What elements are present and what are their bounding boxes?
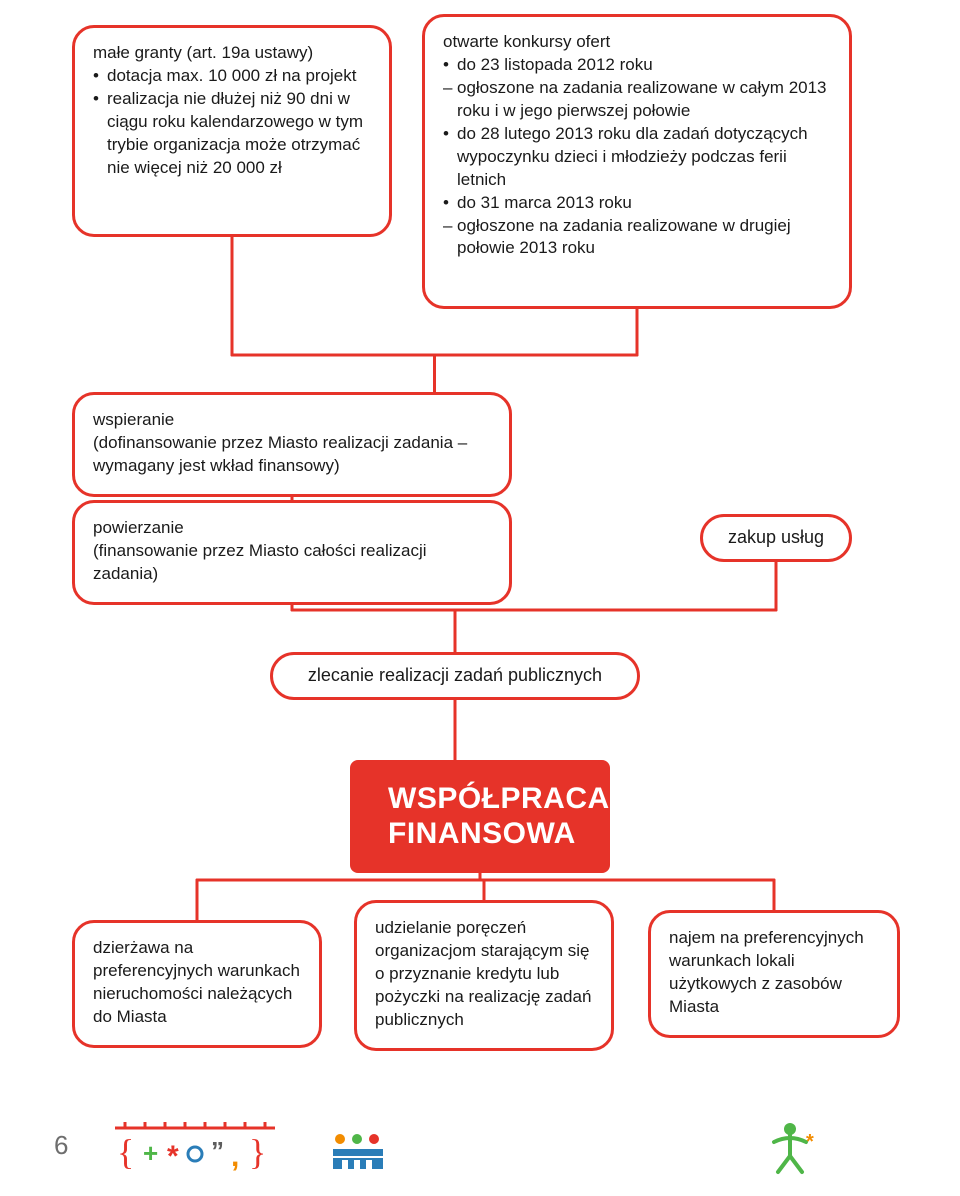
box-udzielanie: udzielanie poręczeń organizacjom starają… [354, 900, 614, 1051]
list-line: do 23 listopada 2012 roku [443, 54, 831, 77]
svg-text:{: { [117, 1132, 134, 1172]
page-number: 6 [54, 1130, 68, 1161]
text-line: (dofinansowanie przez Miasto realizacji … [93, 432, 491, 478]
list-line: dotacja max. 10 000 zł na projekt [93, 65, 371, 88]
list-line: małe granty (art. 19a ustawy) [93, 42, 371, 65]
ornament-person-icon: * [760, 1120, 820, 1180]
box-najem: najem na preferencyjnych warunkach lokal… [648, 910, 900, 1038]
list-line: realizacja nie dłużej niż 90 dni w ciągu… [93, 88, 371, 180]
list-line: ogłoszone na zadania realizowane w drugi… [443, 215, 831, 261]
list-line: do 31 marca 2013 roku [443, 192, 831, 215]
pill-label: zakup usług [728, 527, 824, 547]
list-line: ogłoszone na zadania realizowane w całym… [443, 77, 831, 123]
svg-text:”: ” [211, 1136, 224, 1166]
text-line: wspieranie [93, 409, 491, 432]
text-line: dzierżawa na preferencyjnych warunkach n… [93, 937, 301, 1029]
box-small-grants: małe granty (art. 19a ustawy)dotacja max… [72, 25, 392, 237]
box-powierzanie: powierzanie(finansowanie przez Miasto ca… [72, 500, 512, 605]
ornament-buildings-icon [330, 1132, 400, 1177]
text-line: udzielanie poręczeń organizacjom starają… [375, 917, 593, 1032]
text-line: najem na preferencyjnych warunkach lokal… [669, 927, 879, 1019]
text-line: (finansowanie przez Miasto całości reali… [93, 540, 491, 586]
title-line: FINANSOWA [388, 817, 572, 852]
section-title: WSPÓŁPRACA FINANSOWA [350, 760, 610, 873]
svg-text:,: , [231, 1140, 239, 1172]
svg-text:}: } [249, 1132, 266, 1172]
box-open-competitions: otwarte konkursy ofertdo 23 listopada 20… [422, 14, 852, 309]
box-wspieranie: wspieranie(dofinansowanie przez Miasto r… [72, 392, 512, 497]
svg-text:+: + [143, 1138, 158, 1168]
pill-zakup-uslug: zakup usług [700, 514, 852, 562]
svg-text:*: * [167, 1140, 179, 1172]
ornament-brackets-icon: { + * ” , } [115, 1122, 275, 1177]
pill-label: zlecanie realizacji zadań publicznych [308, 665, 602, 685]
list-line: do 28 lutego 2013 roku dla zadań dotyczą… [443, 123, 831, 192]
pill-zlecanie: zlecanie realizacji zadań publicznych [270, 652, 640, 700]
svg-text:*: * [806, 1131, 814, 1153]
text-line: powierzanie [93, 517, 491, 540]
box-dzierzawa: dzierżawa na preferencyjnych warunkach n… [72, 920, 322, 1048]
title-line: WSPÓŁPRACA [388, 782, 572, 817]
list-line: otwarte konkursy ofert [443, 31, 831, 54]
